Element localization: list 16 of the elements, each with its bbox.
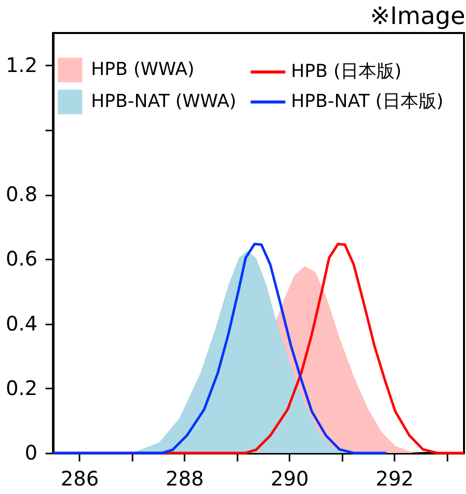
legend-label: HPB (WWA): [91, 59, 194, 80]
legend-label: HPB-NAT (WWA): [91, 91, 236, 112]
line-series: [52, 242, 388, 454]
legend-label: HPB (日本版): [291, 61, 402, 82]
x-tick-label: 286: [60, 466, 99, 490]
x-tick-label: 288: [166, 466, 204, 490]
y-tick-label: 1.2: [6, 52, 38, 77]
x-tick-label: 290: [270, 466, 309, 490]
x-tick-label: 292: [376, 466, 414, 490]
legend-label: HPB-NAT (日本版): [291, 91, 444, 112]
y-tick-label: 0.2: [6, 376, 38, 400]
y-tick-label: 0: [24, 440, 38, 464]
y-tick-label: 0.6: [6, 246, 38, 271]
text: ※Image: [370, 2, 466, 30]
y-tick-label: 0.8: [6, 182, 38, 206]
y-tick-label: 0.4: [6, 311, 38, 336]
